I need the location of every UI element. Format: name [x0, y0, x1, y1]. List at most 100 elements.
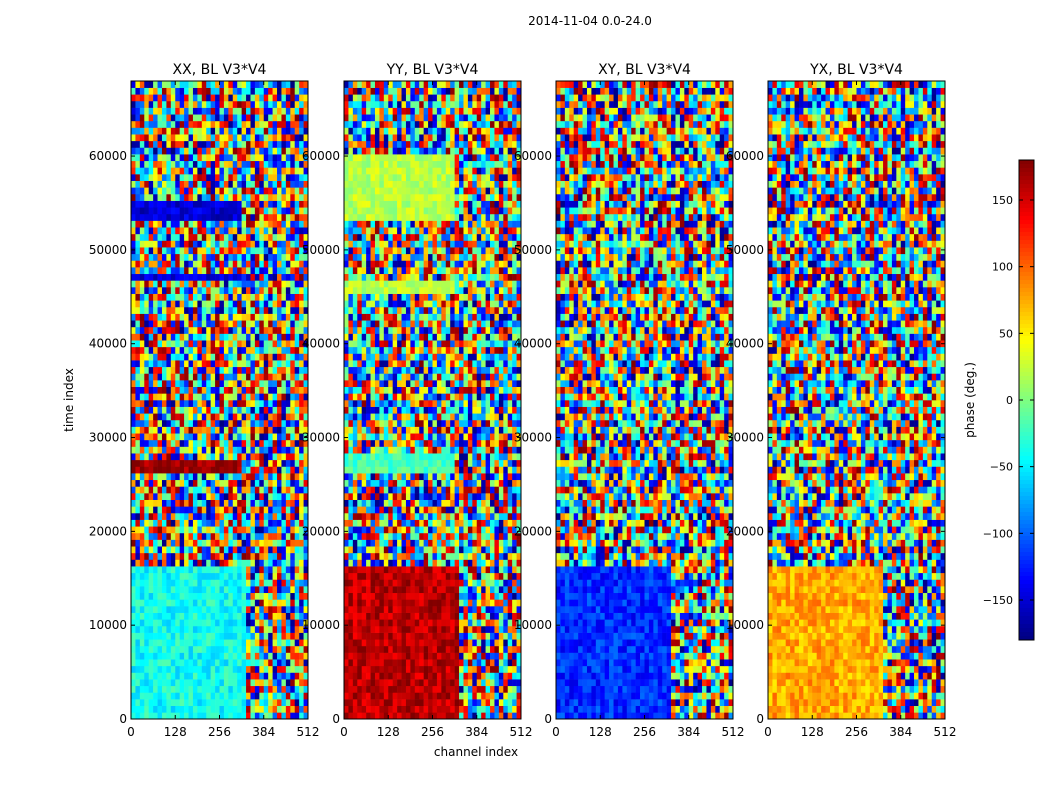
heatmap-cell	[268, 519, 273, 527]
heatmap-cell	[392, 579, 398, 587]
heatmap-cell	[184, 167, 189, 175]
heatmap-cell	[303, 433, 309, 441]
heatmap-cell	[379, 619, 385, 627]
heatmap-cell	[197, 240, 203, 248]
heatmap-cell	[294, 160, 300, 168]
heatmap-cell	[228, 380, 234, 388]
heatmap-cell	[135, 692, 141, 700]
heatmap-cell	[432, 712, 438, 720]
heatmap-cells	[344, 81, 522, 720]
heatmap-cell	[281, 712, 287, 720]
heatmap-cell	[166, 586, 172, 594]
heatmap-cell	[450, 692, 455, 700]
heatmap-cell	[157, 692, 163, 700]
heatmap-cell	[348, 539, 354, 547]
heatmap-cell	[268, 473, 273, 481]
heatmap-cell	[290, 486, 296, 494]
heatmap-cell	[232, 207, 238, 215]
heatmap-cell	[348, 559, 354, 567]
heatmap-cell	[161, 134, 167, 142]
heatmap-cell	[170, 665, 176, 673]
heatmap-cell	[290, 699, 296, 707]
heatmap-cell	[192, 114, 198, 122]
heatmap-cell	[197, 147, 203, 155]
heatmap-cell	[144, 632, 149, 640]
heatmap-cell	[357, 639, 362, 647]
heatmap-cell	[290, 592, 296, 600]
heatmap-cell	[285, 586, 291, 594]
heatmap-cell	[299, 174, 304, 181]
heatmap-cell	[135, 652, 141, 660]
heatmap-cell	[294, 532, 300, 540]
heatmap-cell	[379, 606, 385, 613]
heatmap-cell	[201, 579, 207, 587]
heatmap-cell	[299, 493, 304, 500]
heatmap-cell	[179, 705, 185, 713]
heatmap-cell	[153, 253, 158, 261]
heatmap-cell	[148, 233, 154, 241]
heatmap-cell	[246, 413, 251, 421]
heatmap-cell	[294, 114, 300, 122]
heatmap-cell	[175, 546, 180, 554]
heatmap-cell	[476, 572, 482, 580]
heatmap-cell	[161, 380, 167, 388]
heatmap-cell	[454, 645, 460, 653]
heatmap-cell	[281, 94, 287, 102]
heatmap-cell	[441, 685, 447, 693]
figure-title: 2014-11-04 0.0-24.0	[528, 14, 652, 28]
heatmap-cell	[348, 705, 354, 713]
heatmap-cell	[392, 659, 398, 667]
heatmap-cell	[161, 400, 167, 407]
heatmap-cell	[175, 293, 180, 301]
heatmap-cell	[161, 599, 167, 607]
heatmap-cell	[201, 413, 207, 421]
heatmap-cell	[157, 140, 163, 148]
heatmap-cell	[153, 220, 158, 228]
heatmap-cell	[246, 227, 251, 235]
heatmap-cell	[414, 672, 420, 680]
heatmap-cell	[179, 134, 185, 142]
heatmap-cell	[179, 459, 185, 467]
heatmap-cell	[131, 267, 136, 275]
heatmap-cell	[201, 114, 207, 122]
heatmap-cell	[237, 659, 242, 667]
heatmap-cell	[170, 499, 176, 507]
heatmap-cell	[206, 579, 211, 587]
heatmap-cell	[494, 692, 500, 700]
heatmap-cell	[135, 625, 141, 633]
heatmap-cell	[215, 566, 220, 574]
heatmap-cell	[445, 672, 451, 680]
heatmap-cell	[423, 639, 429, 647]
heatmap-cell	[259, 373, 265, 381]
heatmap-cell	[153, 94, 158, 102]
heatmap-cell	[494, 699, 500, 707]
heatmap-cell	[219, 619, 225, 627]
heatmap-cell	[219, 400, 225, 407]
heatmap-cell	[131, 94, 136, 102]
heatmap-cell	[370, 612, 376, 620]
heatmap-cell	[503, 632, 509, 640]
heatmap-cell	[263, 499, 269, 507]
heatmap-cell	[157, 466, 163, 474]
heatmap-cell	[397, 672, 402, 680]
heatmap-cell	[285, 147, 291, 155]
heatmap-cell	[277, 592, 282, 600]
heatmap-cell	[206, 293, 211, 301]
heatmap-cell	[254, 147, 260, 155]
heatmap-cell	[246, 267, 251, 275]
heatmap-cell	[294, 493, 300, 500]
heatmap-cell	[153, 400, 158, 407]
heatmap-cell	[392, 652, 398, 660]
heatmap-cell	[241, 333, 247, 341]
heatmap-cell	[170, 699, 176, 707]
heatmap-cell	[445, 572, 451, 580]
heatmap-cell	[139, 233, 145, 241]
heatmap-cell	[161, 160, 167, 168]
heatmap-cell	[428, 592, 433, 600]
heatmap-cell	[370, 665, 376, 673]
heatmap-cell	[254, 227, 260, 235]
heatmap-cell	[184, 380, 189, 388]
heatmap-cell	[201, 586, 207, 594]
heatmap-cell	[246, 400, 251, 407]
heatmap-cell	[299, 333, 304, 341]
